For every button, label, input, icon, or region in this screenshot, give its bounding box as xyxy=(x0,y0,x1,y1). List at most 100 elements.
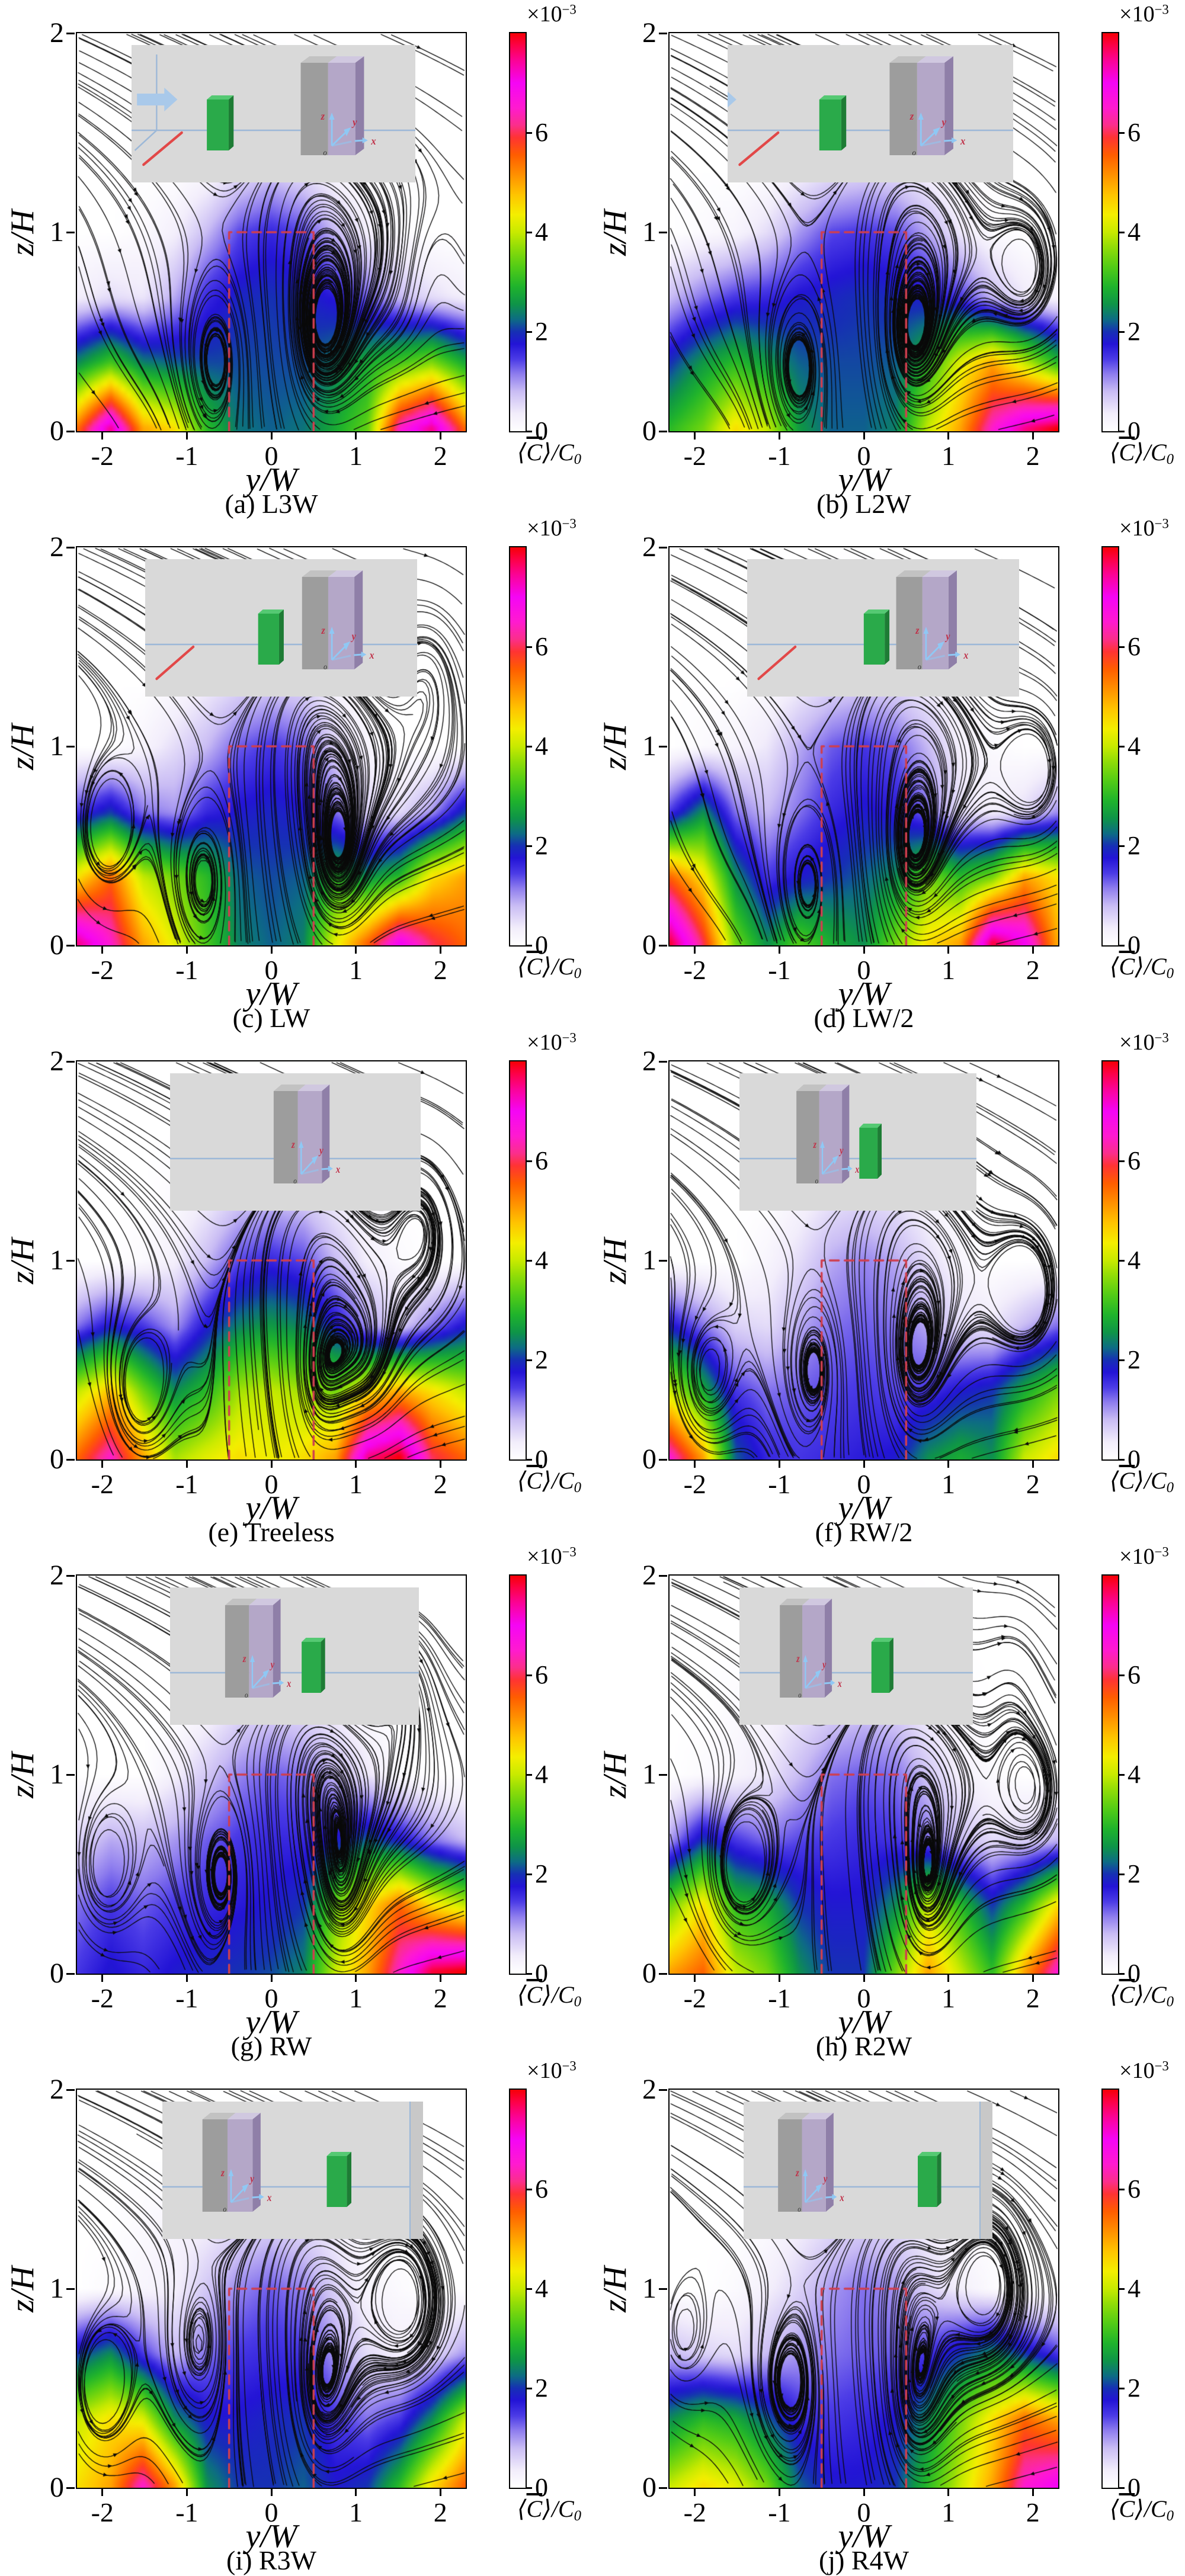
cb-sub: 0 xyxy=(574,2508,582,2524)
colorbar-tick-label: 2 xyxy=(1128,1345,1141,1374)
colorbar-gradient xyxy=(1101,1574,1119,1975)
colorbar-gradient xyxy=(1101,546,1119,947)
x-tick-mark xyxy=(778,2488,780,2496)
colorbar-tick-label: 4 xyxy=(1128,217,1141,246)
y-tick-label: 0 xyxy=(50,2472,64,2503)
y-axis-label: z/H xyxy=(597,210,633,256)
colorbar-tick-label: 6 xyxy=(1128,632,1141,661)
inset-x-label: x xyxy=(839,2191,844,2203)
cb-mean: C xyxy=(526,2495,543,2522)
y-tick-label: 0 xyxy=(642,2472,656,2503)
x-tick-mark xyxy=(355,2488,357,2496)
cb-close: ⟩/ xyxy=(542,2495,558,2522)
colorbar-tick-mark xyxy=(1118,1972,1125,1975)
colorbar-tick-label: 6 xyxy=(535,118,548,147)
x-tick-mark xyxy=(863,2488,865,2496)
cb-close: ⟩/ xyxy=(542,953,558,980)
exp-sup: −3 xyxy=(1154,1030,1169,1045)
cb-open: ⟨ xyxy=(1109,2495,1119,2522)
x-tick-mark xyxy=(1032,2488,1034,2496)
y-tick-mark xyxy=(66,1972,75,1975)
cb-mean: C xyxy=(1119,953,1135,980)
plot-area: z y x o xyxy=(76,32,467,432)
wind-arrow xyxy=(728,91,736,108)
colorbar-label: ⟨C⟩/C0 xyxy=(1080,952,1185,982)
y-tick-label: 0 xyxy=(642,415,656,447)
colorbar-tick-mark xyxy=(526,1873,532,1875)
x-tick-mark xyxy=(355,1974,357,1982)
colorbar-tick-label: 2 xyxy=(1128,2373,1141,2402)
colorbar-exponent: ×10−3 xyxy=(1088,515,1185,541)
colorbar-gradient xyxy=(509,32,527,432)
cb-mean: C xyxy=(1119,1981,1135,2008)
y-tick-label: 0 xyxy=(50,415,64,447)
inset-background xyxy=(162,2102,423,2239)
panel-caption: (e) Treeless xyxy=(208,1517,335,1547)
x-tick-mark xyxy=(694,945,696,954)
cb-ref: C xyxy=(1150,2495,1167,2522)
building-gray xyxy=(778,2113,810,2212)
colorbar-gradient xyxy=(509,1060,527,1461)
x-tick-mark xyxy=(694,2488,696,2496)
y-tick-label: 2 xyxy=(642,1045,656,1077)
inset-z-label: z xyxy=(796,1653,800,1664)
colorbar-tick-mark xyxy=(1118,1674,1125,1676)
colorbar-tick-label: 6 xyxy=(535,1660,548,1689)
inset-y-label: y xyxy=(270,1658,275,1670)
y-axis-label: z/H xyxy=(597,1238,633,1284)
cb-mean: C xyxy=(1119,439,1135,466)
y-tick-label: 2 xyxy=(50,531,64,563)
x-tick-mark xyxy=(778,1974,780,1982)
source-line xyxy=(757,645,797,681)
colorbar-tick-label: 4 xyxy=(1128,2274,1141,2303)
source-line xyxy=(142,131,183,166)
inset-x-label: x xyxy=(335,1163,340,1176)
inset-origin-label: o xyxy=(798,1690,801,1700)
colorbar-tick-mark xyxy=(1118,1259,1125,1262)
axis-triad xyxy=(803,2169,837,2203)
inset-z-label: z xyxy=(291,1138,295,1151)
building-gray xyxy=(302,570,337,669)
panel-caption: (h) R2W xyxy=(815,2031,912,2061)
colorbar-tick-mark xyxy=(1118,1773,1125,1776)
axis-triad xyxy=(918,113,957,147)
exp-sup: −3 xyxy=(1154,516,1169,531)
side-wall-band xyxy=(410,2102,423,2239)
colorbar-tick-label: 6 xyxy=(535,1146,548,1175)
colorbar-tick-mark xyxy=(526,1773,532,1776)
cb-open: ⟨ xyxy=(517,2495,527,2522)
y-axis-label: z/H xyxy=(4,1752,41,1798)
colorbar-tick-label: 4 xyxy=(535,217,548,246)
x-axis-label: y/W xyxy=(838,1490,890,1526)
exp-sup: −3 xyxy=(562,2058,577,2074)
x-tick-mark xyxy=(778,1459,780,1468)
source-line xyxy=(738,131,780,166)
cb-ref: C xyxy=(558,439,574,466)
y-tick-label: 2 xyxy=(50,1045,64,1077)
cb-open: ⟨ xyxy=(1109,953,1119,980)
inset-y-label: y xyxy=(945,630,950,642)
colorbar-exponent: ×10−3 xyxy=(1088,1544,1185,1570)
cb-sub: 0 xyxy=(1166,451,1174,468)
colorbar-exponent: ×10−3 xyxy=(495,2058,608,2084)
colorbar-tick-label: 0 xyxy=(1128,1445,1141,1474)
y-tick-label: 2 xyxy=(50,1560,64,1591)
inset-origin-label: o xyxy=(798,2205,801,2214)
colorbar-tick-mark xyxy=(1118,2487,1125,2489)
colorbar-tick-label: 0 xyxy=(535,2473,548,2502)
colorbar-tick-label: 4 xyxy=(535,732,548,761)
inset-y-label: y xyxy=(821,1659,827,1670)
x-tick-mark xyxy=(439,1974,441,1982)
colorbar-tick-label: 4 xyxy=(535,2274,548,2303)
